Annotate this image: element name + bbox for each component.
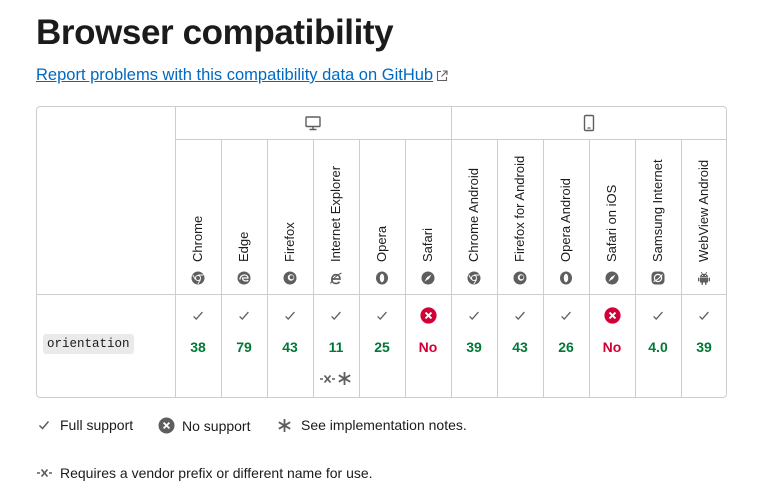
safari-icon	[421, 271, 435, 285]
browser-column-divider	[497, 139, 498, 397]
check-icon	[38, 421, 50, 430]
version-value: 25	[374, 339, 390, 355]
legend-notes-label: See implementation notes.	[301, 417, 467, 433]
browser-name-label: Edge	[236, 231, 251, 262]
opera-icon	[376, 271, 388, 285]
version-value: No	[602, 339, 622, 355]
report-problems-link-text: Report problems with this compatibility …	[36, 66, 434, 84]
version-value: 39	[466, 339, 482, 355]
version-value: 39	[696, 339, 712, 355]
prefix-icon	[320, 374, 335, 383]
compatibility-table: Chrome 38 Edge 79 Firefox 43 Internet Explorer…	[36, 106, 727, 398]
browser-column-divider	[405, 139, 406, 397]
browser-name-label: Safari	[420, 228, 435, 262]
version-value: No	[418, 339, 438, 355]
samsung-icon	[651, 271, 665, 285]
feature-name: orientation	[43, 334, 134, 354]
check-icon	[331, 311, 341, 321]
browser-name-label: Opera	[374, 225, 389, 262]
legend-no-support-label: No support	[182, 417, 251, 434]
browser-name-label: Samsung Internet	[650, 159, 665, 262]
check-icon	[653, 311, 663, 321]
browser-name-label: Firefox for Android	[512, 155, 527, 262]
browser-column-divider	[451, 107, 452, 397]
no-support-icon	[158, 417, 175, 434]
firefox-icon	[283, 271, 297, 285]
no-support-icon	[420, 307, 437, 324]
browser-column-divider	[313, 139, 314, 397]
check-icon	[239, 311, 249, 321]
mobile-icon	[583, 114, 595, 132]
version-value: 43	[282, 339, 298, 355]
browser-name-label: Internet Explorer	[328, 165, 343, 262]
check-icon	[193, 311, 203, 321]
header-row-divider	[37, 294, 726, 295]
platform-row-divider	[175, 139, 726, 140]
browser-column-divider	[359, 139, 360, 397]
browser-name-label: Chrome	[190, 215, 205, 262]
asterisk-icon	[338, 372, 351, 385]
desktop-icon	[305, 116, 321, 131]
browser-name-label: Opera Android	[558, 178, 573, 262]
legend-full-support: Full support	[37, 417, 133, 433]
ie-icon	[330, 272, 342, 285]
version-value: 79	[236, 339, 252, 355]
check-icon	[285, 311, 295, 321]
safari-icon	[605, 271, 619, 285]
version-value: 26	[558, 339, 574, 355]
browser-column-divider	[589, 139, 590, 397]
browser-name-label: Safari on iOS	[604, 184, 619, 262]
version-value: 4.0	[648, 339, 668, 355]
no-support-icon	[604, 307, 621, 324]
browser-column-divider	[543, 139, 544, 397]
legend-prefix: Requires a vendor prefix or different na…	[36, 465, 373, 481]
check-icon	[699, 311, 709, 321]
check-icon	[377, 311, 387, 321]
chrome-icon	[467, 271, 481, 285]
version-value: 38	[190, 339, 206, 355]
browser-column-divider	[221, 139, 222, 397]
chrome-icon	[191, 271, 205, 285]
legend-full-support-label: Full support	[60, 417, 134, 433]
report-problems-link[interactable]: Report problems with this compatibility …	[36, 66, 448, 85]
browser-column-divider	[635, 139, 636, 397]
firefox-icon	[513, 271, 527, 285]
legend-prefix-label: Requires a vendor prefix or different na…	[60, 465, 373, 481]
browser-name-label: Firefox	[282, 222, 297, 262]
legend-no-support: No support	[158, 417, 250, 434]
support-notes-icons[interactable]	[319, 371, 352, 386]
check-icon	[469, 311, 479, 321]
legend-notes: See implementation notes.	[277, 417, 467, 433]
browser-name-label: WebView Android	[696, 159, 711, 262]
android-icon	[698, 271, 710, 285]
version-value: 43	[512, 339, 528, 355]
version-value: 11	[328, 339, 344, 355]
asterisk-icon	[278, 418, 291, 432]
browser-column-divider	[681, 139, 682, 397]
check-icon	[561, 311, 571, 321]
page-title: Browser compatibility	[36, 13, 394, 52]
browser-name-label: Chrome Android	[466, 168, 481, 262]
edge-icon	[237, 271, 251, 285]
opera-icon	[560, 271, 572, 285]
prefix-icon	[37, 468, 52, 478]
external-link-icon	[437, 69, 448, 81]
feature-column-divider	[175, 107, 176, 397]
browser-column-divider	[267, 139, 268, 397]
check-icon	[515, 311, 525, 321]
